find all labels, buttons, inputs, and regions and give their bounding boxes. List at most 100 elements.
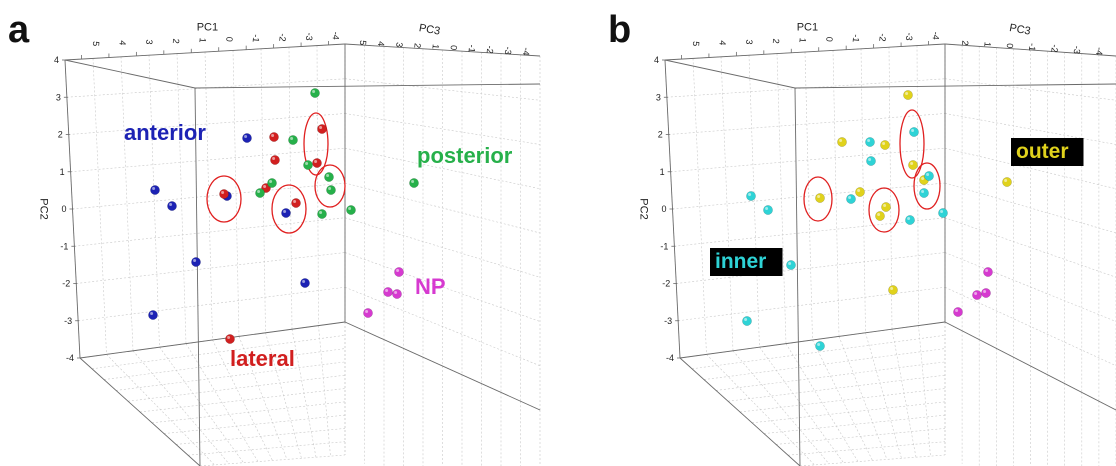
data-point-highlight [911,129,915,132]
data-point-highlight [839,139,843,142]
data-point-posterior [255,188,265,198]
pc3-tick-label: 2 [960,40,970,46]
pc2-tick-label: 3 [56,92,61,102]
data-point-highlight [890,287,894,290]
pc1-tick-label: 5 [91,41,101,47]
grid-line [865,332,902,459]
data-point-highlight [848,196,852,199]
grid-line [944,147,1116,190]
data-point-outer [1002,177,1012,187]
data-point-highlight [817,195,821,198]
pc3-tick-label: 3 [394,42,404,48]
pc3-tick-label: -3 [503,46,514,55]
group-label-box-inner [710,248,783,276]
grid-line [103,348,346,380]
cluster-highlight-ellipse [206,175,242,223]
data-point-outer [837,137,847,147]
data-point-highlight [328,187,332,190]
grid-line [344,78,541,101]
cluster-highlight-ellipse [913,162,941,210]
data-point-highlight [907,217,911,220]
data-point-lateral [270,155,280,165]
axis-frame-line [664,43,946,61]
grid-line [288,47,293,330]
data-point-outer [880,140,890,150]
grid-line [888,47,893,330]
grid-line [66,78,346,98]
pc3-tick-label: -2 [1049,44,1060,53]
data-point-posterior [317,209,327,219]
data-point-highlight [910,162,914,165]
axis-frame-line [944,321,1116,411]
pc1-tick-label: -3 [304,32,315,41]
grid-line [260,48,266,333]
group-label-lateral: lateral [230,346,295,371]
pc1-tick-label: -4 [331,31,342,40]
cluster-highlight-ellipse [314,164,346,208]
grid-line [785,343,859,462]
grid-line [176,53,187,344]
data-point-highlight [319,126,323,129]
pc2-tick-label: 4 [654,55,659,65]
data-point-lateral [291,198,301,208]
grid-line [944,286,1116,367]
data-point-highlight [940,210,944,213]
data-point-highlight [857,189,861,192]
axis-frame-line [794,87,801,466]
axis-frame-line [64,59,196,89]
pc2-axis-title: PC2 [38,198,50,219]
pc1-tick-label: 1 [197,37,207,43]
grid-line [944,78,1116,101]
data-point-inner [938,208,948,218]
pc1-tick-label: 2 [171,38,181,44]
data-point-posterior [324,172,334,182]
pc1-tick-label: 5 [691,41,701,47]
pc3-axis-title: PC3 [418,22,441,38]
pc3-tick-label: 0 [449,45,459,51]
data-point-highlight [227,336,231,339]
grid-line [748,55,760,348]
pc1-axis-title: PC1 [197,21,218,33]
data-point-highlight [955,309,959,312]
data-point-inner [763,205,773,215]
data-point-highlight [269,180,273,183]
grid-line [291,329,317,458]
group-label-inner: inner [715,250,766,273]
axis-frame-line [194,83,541,89]
axis-frame-line [344,321,541,411]
data-point-inner [746,191,756,201]
cluster-highlight-ellipse [899,109,925,179]
pc1-tick-label: -1 [851,34,862,43]
data-point-inner [865,137,875,147]
data-point-lateral [312,158,322,168]
grid-line [918,325,931,457]
grid-line [715,361,946,391]
pc1-tick-label: -1 [251,34,262,43]
data-point-highlight [396,269,400,272]
data-point-highlight [921,177,925,180]
grid-line [76,252,346,284]
grid-line [132,350,230,464]
data-point-outer [908,160,918,170]
data-point-outer [875,211,885,221]
data-point-highlight [1004,179,1008,182]
grid-line [175,428,346,445]
data-point-highlight [882,142,886,145]
pc3-tick-label: 1 [430,44,440,50]
data-point-inner [866,156,876,166]
pc2-tick-label: -4 [666,353,674,363]
grid-line [344,113,541,145]
panel-b: b 5 4 3 2 1 0 -1 -2 -3 -4 PC1 2 1 0 -1 -2 -3 -4 PC3 4 3 2 1 0 -1 -… [608,9,1116,466]
axis-frame-line [79,357,201,466]
data-point-outer [815,193,825,203]
pc2-tick-label: 0 [61,204,66,214]
pc1-tick-label: 1 [797,37,807,43]
grid-line [151,401,346,424]
panel-letter-b: b [608,9,631,51]
pc3-axis-title: PC3 [1008,22,1031,38]
group-label-NP: NP [415,274,446,299]
grid-line [916,45,919,326]
axis-frame-line [79,321,346,359]
data-point-highlight [152,187,156,190]
grid-line [776,53,787,344]
